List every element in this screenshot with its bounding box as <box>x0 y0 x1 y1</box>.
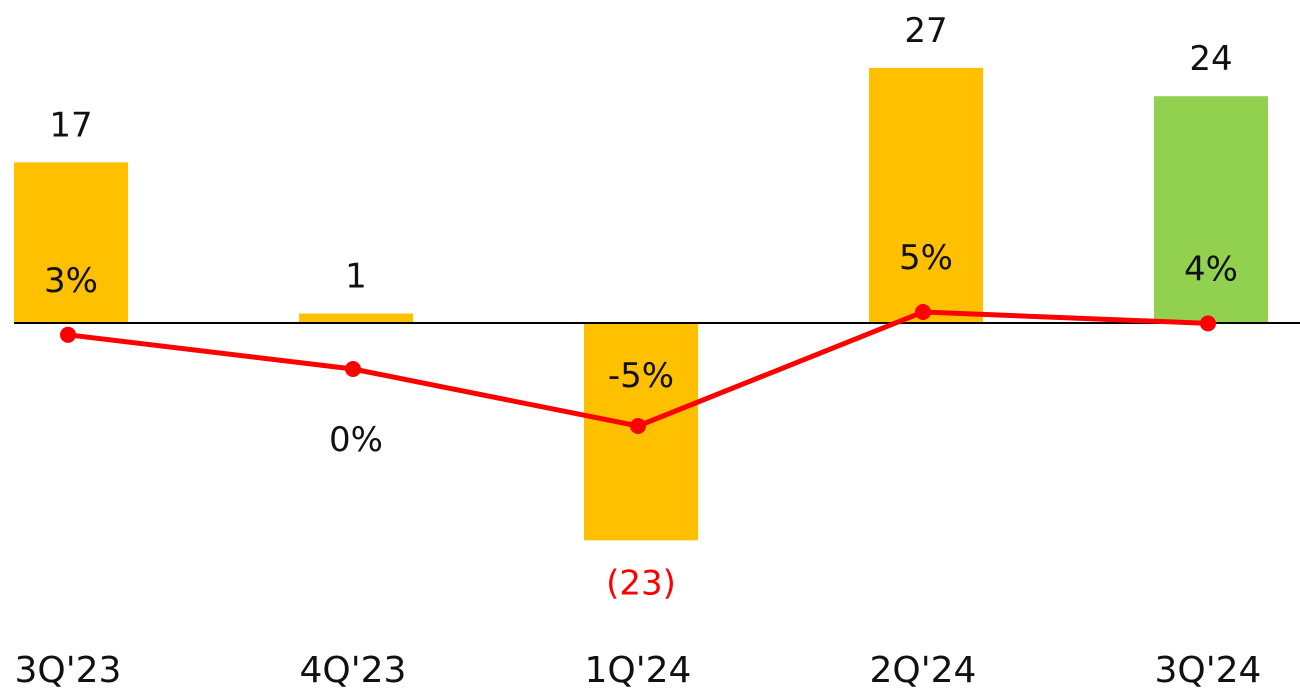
percent-label-4: 4% <box>1184 249 1238 289</box>
bar-value-label-2: (23) <box>606 563 676 603</box>
percent-label-1: 0% <box>329 420 383 460</box>
bar-value-label-3: 27 <box>904 11 947 51</box>
percent-marker-0 <box>60 326 76 343</box>
bar-1 <box>299 313 413 323</box>
percent-labels: 3% 0% -5% 5% 4% <box>44 238 1238 460</box>
bar-value-labels: 17 1 (23) 27 24 <box>49 11 1232 603</box>
bar-value-label-1: 1 <box>345 257 367 297</box>
percent-marker-4 <box>1200 315 1216 332</box>
percent-label-3: 5% <box>899 238 953 278</box>
percent-label-2: -5% <box>608 356 674 396</box>
percent-label-0: 3% <box>44 261 98 301</box>
category-label-3: 2Q'24 <box>870 650 977 691</box>
bar-value-label-0: 17 <box>49 105 92 145</box>
category-label-2: 1Q'24 <box>585 650 692 691</box>
bar-value-label-4: 24 <box>1189 39 1232 79</box>
percent-marker-1 <box>345 361 361 377</box>
percent-marker-3 <box>915 304 931 320</box>
category-label-1: 4Q'23 <box>300 650 407 691</box>
bar-0 <box>14 162 128 323</box>
category-label-0: 3Q'23 <box>15 650 122 691</box>
category-labels: 3Q'23 4Q'23 1Q'24 2Q'24 3Q'24 <box>15 650 1262 691</box>
percent-line-layer <box>60 304 1216 434</box>
category-label-4: 3Q'24 <box>1155 650 1262 691</box>
bar-3 <box>869 67 983 323</box>
percent-marker-2 <box>630 418 646 434</box>
bars-layer <box>14 67 1268 541</box>
bar-4 <box>1154 96 1268 323</box>
